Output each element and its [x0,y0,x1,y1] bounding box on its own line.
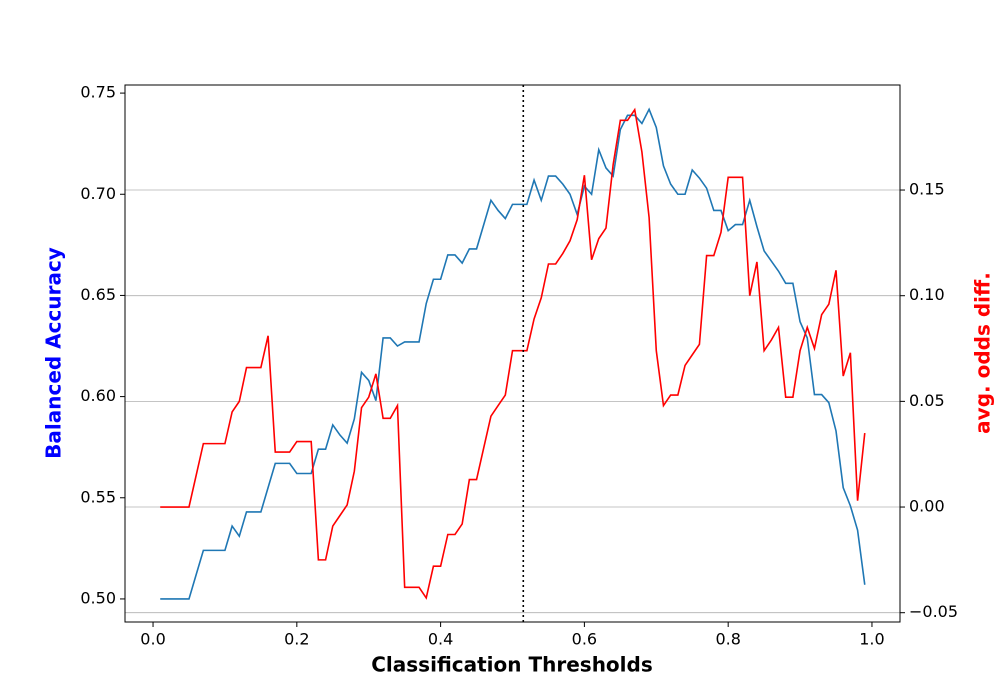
y-tick-label: 0.50 [80,588,116,607]
y-tick-label: 0.55 [80,487,116,506]
x-tick-label: 1.0 [859,630,884,649]
y2-tick-label: 0.15 [909,180,945,199]
y-tick-label: 0.60 [80,386,116,405]
y2-tick-label: 0.00 [909,497,945,516]
y2-tick-label: −0.05 [909,602,958,621]
y2-tick-label: 0.05 [909,391,945,410]
plot-frame [124,84,901,623]
x-tick-label: 0.0 [140,630,165,649]
y-axis-label: Balanced Accuracy [42,247,66,459]
data-line [160,107,866,600]
x-axis-label: Classification Thresholds [371,653,653,677]
x-tick-label: 0.8 [715,630,740,649]
x-tick-label: 0.6 [572,630,597,649]
x-tick-label: 0.2 [284,630,309,649]
y-tick-label: 0.70 [80,184,116,203]
y-tick-label: 0.75 [80,83,116,102]
x-tick-label: 0.4 [428,630,453,649]
y2-tick-label: 0.10 [909,285,945,304]
data-line [160,107,866,600]
y-tick-label: 0.65 [80,285,116,304]
y2-axis-label: avg. odds diff. [971,272,995,434]
